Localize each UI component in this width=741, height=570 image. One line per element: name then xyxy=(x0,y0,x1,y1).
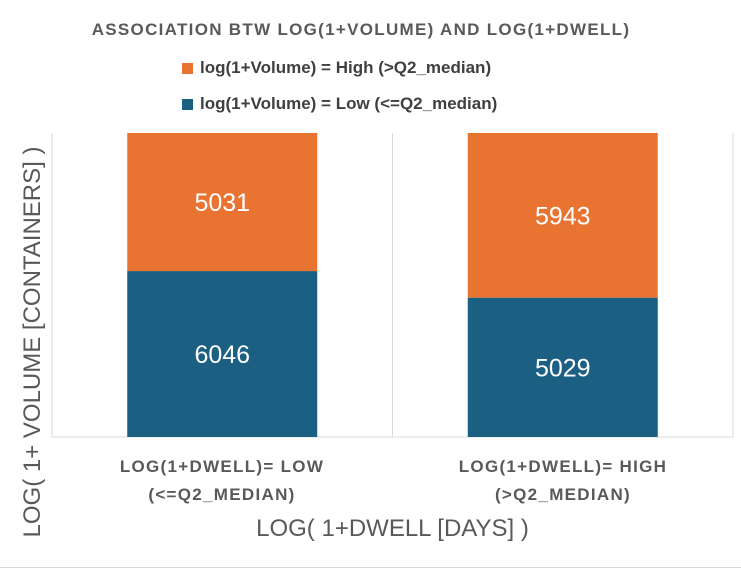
x-tick-label-1-line-2: (>Q2_MEDIAN) xyxy=(494,485,632,504)
bottom-divider xyxy=(0,567,741,568)
legend-swatch-low xyxy=(182,98,193,110)
legend-label-high: log(1+Volume) = High (>Q2_median) xyxy=(200,58,492,77)
data-label-high-0: 5031 xyxy=(194,189,250,217)
legend: log(1+Volume) = High (>Q2_median) log(1+… xyxy=(182,50,497,122)
legend-swatch-high xyxy=(182,62,193,74)
bar-low-0 xyxy=(127,271,318,437)
legend-label-low: log(1+Volume) = Low (<=Q2_median) xyxy=(200,94,498,113)
bar-low-1 xyxy=(467,297,658,437)
bar-high-1 xyxy=(467,133,658,298)
x-tick-label-0-line-1: LOG(1+DWELL)= LOW xyxy=(119,457,325,476)
x-axis-title: LOG( 1+DWELL [DAYS] ) xyxy=(256,515,529,542)
legend-item-high: log(1+Volume) = High (>Q2_median) xyxy=(182,50,497,86)
data-label-low-1: 5029 xyxy=(535,354,591,382)
legend-item-low: log(1+Volume) = Low (<=Q2_median) xyxy=(182,86,497,122)
chart-title: ASSOCIATION BTW LOG(1+VOLUME) AND LOG(1+… xyxy=(91,20,631,39)
y-axis-title: LOG( 1+ VOLUME [CONTAINERS] ) xyxy=(19,146,46,538)
data-label-high-1: 5943 xyxy=(535,202,591,230)
x-tick-label-1-line-1: LOG(1+DWELL)= HIGH xyxy=(458,457,668,476)
x-tick-label-0: LOG(1+DWELL)= LOW (<=Q2_MEDIAN) xyxy=(52,453,392,509)
data-label-low-0: 6046 xyxy=(194,341,250,369)
bar-high-0 xyxy=(127,133,318,272)
x-tick-label-1: LOG(1+DWELL)= HIGH (>Q2_MEDIAN) xyxy=(393,453,733,509)
x-tick-label-0-line-2: (<=Q2_MEDIAN) xyxy=(148,485,296,504)
